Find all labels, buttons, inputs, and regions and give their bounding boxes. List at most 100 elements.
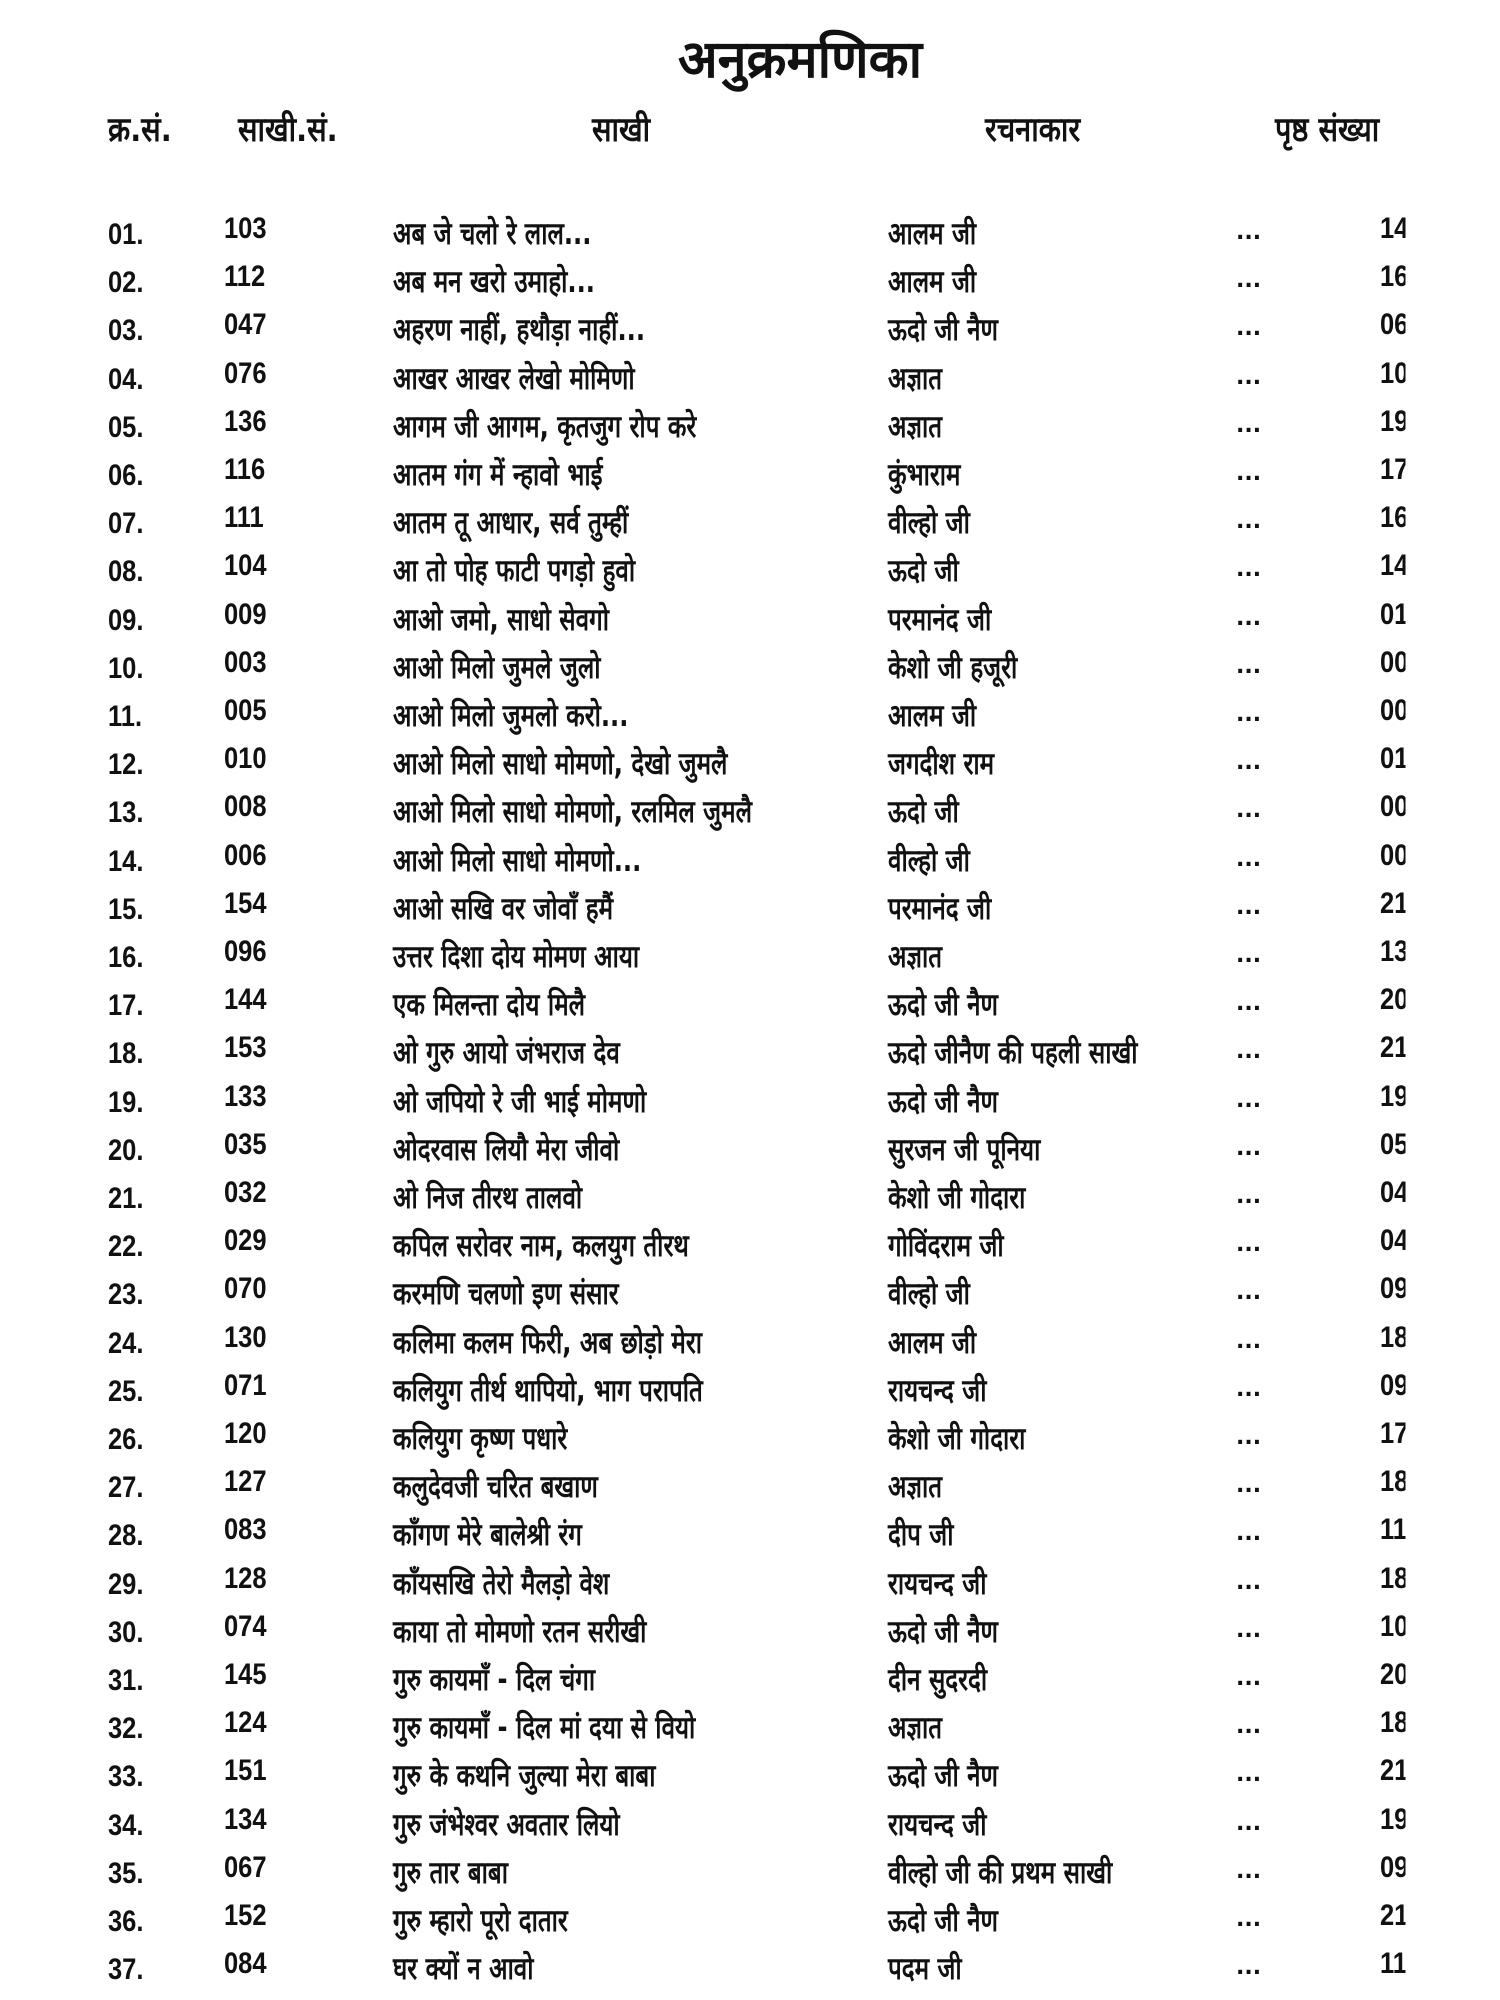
sakhi-number: 035: [224, 1127, 267, 1161]
table-row: 28. 083 काँगण मेरे बालेश्री रंग दीप जी... 11…: [0, 1513, 1500, 1561]
table-row: 07. 111 आतम तू आधार, सर्व तुम्हीं वील्हो जी…: [0, 501, 1500, 549]
table-row: 25. 071 कलियुग तीर्थ थापियो, भाग परापति राय…: [0, 1369, 1500, 1417]
table-row: 05. 136 आगम जी आगम, कृतजुग रोप करे अज्ञात..…: [0, 405, 1500, 453]
page-number: 101: [1380, 1609, 1406, 1643]
serial-number: 19.: [108, 1085, 144, 1119]
sakhi-title: कलियुग तीर्थ थापियो, भाग परापति: [393, 1372, 703, 1409]
sakhi-number: 076: [224, 356, 267, 390]
table-row: 24. 130 कलिमा कलम फिरी, अब छोड़ो मेरा आलम ज…: [0, 1321, 1500, 1369]
serial-number: 26.: [108, 1423, 144, 1456]
leader-dots: ...: [1236, 1955, 1262, 1981]
sakhi-title: आगम जी आगम, कृतजुग रोप करे: [393, 408, 697, 445]
leader-dots: ...: [1236, 1280, 1262, 1306]
sakhi-title: गुरु तार बाबा: [393, 1854, 508, 1891]
table-row: 06. 116 आतम गंग में न्हावो भाई कुंभाराम... 1…: [0, 453, 1500, 501]
author-name: ऊदो जी नैण: [888, 1758, 999, 1795]
sakhi-title: आओ मिलो साधो मोमणो, रलमिल जुमलै: [393, 794, 752, 831]
serial-number: 24.: [108, 1326, 144, 1360]
table-row: 03. 047 अहरण नाहीं, हथौड़ा नाहीं... ऊदो जी …: [0, 308, 1500, 356]
sakhi-title: आओ मिलो जुमलो करो...: [393, 698, 629, 734]
table-row: 30. 074 काया तो मोमणो रतन सरीखी ऊदो जी नैण.…: [0, 1610, 1500, 1658]
table-row: 16. 096 उत्तर दिशा दोय मोमण आया अज्ञात... 13…: [0, 935, 1500, 983]
sakhi-title: कलुदेवजी चरित बखाण: [393, 1469, 598, 1506]
sakhi-title: गुरु के कथनि जुल्या मेरा बाबा: [393, 1758, 656, 1795]
table-row: 31. 145 गुरु कायमाँ - दिल चंगा दीन सुदरदी..…: [0, 1658, 1500, 1706]
author-name: अज्ञात: [888, 1710, 943, 1747]
leader-dots: ...: [1236, 1184, 1262, 1209]
page-number: 176: [1380, 1417, 1406, 1450]
sakhi-title: ओ निज तीरथ तालवो: [393, 1180, 583, 1216]
leader-dots: ...: [1236, 1907, 1262, 1932]
sakhi-number: 032: [224, 1176, 267, 1209]
sakhi-number: 074: [224, 1609, 267, 1643]
author-name: रायचन्द जी: [888, 1806, 987, 1843]
leader-dots: ...: [1236, 1376, 1262, 1402]
page-number: 005: [1380, 645, 1406, 679]
table-row: 04. 076 आखर आखर लेखो मोमिणो अज्ञात... 104: [0, 357, 1500, 405]
serial-number: 35.: [108, 1856, 144, 1890]
author-name: रायचन्द जी: [888, 1565, 987, 1602]
serial-number: 23.: [108, 1278, 144, 1312]
table-row: 27. 127 कलुदेवजी चरित बखाण अज्ञात... 184: [0, 1465, 1500, 1513]
page-number: 184: [1380, 1465, 1406, 1499]
page-number: 061: [1380, 308, 1406, 342]
sakhi-title: काँयसखि तेरो मैलड़ो वेश: [393, 1565, 610, 1602]
author-name: जगदीश राम: [888, 746, 995, 783]
leader-dots: ...: [1236, 991, 1262, 1017]
serial-number: 07.: [108, 507, 144, 541]
header-sakhi-no: साखी.सं.: [238, 110, 338, 150]
serial-number: 25.: [108, 1374, 144, 1408]
serial-number: 14.: [108, 844, 144, 878]
sakhi-title: अहरण नाहीं, हथौड़ा नाहीं...: [393, 312, 646, 349]
page-number: 097: [1380, 1272, 1406, 1306]
table-row: 12. 010 आओ मिलो साधो मोमणो, देखो जुमलै जगदी…: [0, 742, 1500, 790]
author-name: ऊदो जी नैण: [888, 1903, 999, 1939]
leader-dots: ...: [1236, 1569, 1262, 1595]
table-row: 01. 103 अब जे चलो रे लाल... आलम जी... 145: [0, 212, 1500, 260]
table-row: 29. 128 काँयसखि तेरो मैलड़ो वेश रायचन्द जी.…: [0, 1562, 1500, 1610]
leader-dots: ...: [1236, 268, 1262, 294]
sakhi-number: 112: [224, 260, 266, 294]
serial-number: 15.: [108, 892, 144, 926]
leader-dots: ...: [1236, 1810, 1262, 1836]
table-row: 11. 005 आओ मिलो जुमलो करो... आलम जी... 007: [0, 694, 1500, 742]
page-number: 098: [1380, 1368, 1406, 1402]
leader-dots: ...: [1236, 364, 1262, 390]
table-row: 34. 134 गुरु जंभेश्वर अवतार लियो रायचन्द जी…: [0, 1803, 1500, 1851]
serial-number: 13.: [108, 796, 144, 830]
serial-number: 22.: [108, 1230, 144, 1264]
serial-number: 29.: [108, 1567, 144, 1601]
page-number: 193: [1380, 404, 1406, 438]
table-row: 18. 153 ओ गुरु आयो जंभराज देव ऊदो जीनैण की …: [0, 1031, 1500, 1079]
table-row: 17. 144 एक मिलन्ता दोय मिलै ऊदो जी नैण... 20…: [0, 983, 1500, 1031]
sakhi-number: 008: [224, 790, 267, 824]
serial-number: 32.: [108, 1712, 144, 1746]
sakhi-title: आखर आखर लेखो मोमिणो: [393, 360, 635, 397]
author-name: वील्हो जी: [888, 842, 970, 879]
sakhi-number: 103: [224, 212, 267, 245]
author-name: केशो जी गोदारा: [888, 1421, 1026, 1457]
sakhi-number: 096: [224, 935, 267, 968]
page-number: 043: [1380, 1224, 1406, 1258]
sakhi-title: अब मन खरो उमाहो...: [393, 264, 595, 301]
sakhi-title: गुरु जंभेश्वर अवतार लियो: [393, 1806, 620, 1843]
sakhi-title: कपिल सरोवर नाम, कलयुग तीरथ: [393, 1228, 689, 1265]
page-number: 187: [1380, 1320, 1406, 1354]
leader-dots: ...: [1236, 798, 1262, 824]
sakhi-number: 104: [224, 549, 267, 583]
table-row: 13. 008 आओ मिलो साधो मोमणो, रलमिल जुमलै ऊदो…: [0, 790, 1500, 838]
serial-number: 31.: [108, 1664, 144, 1697]
author-name: ऊदो जीनैण की पहली साखी: [888, 1035, 1138, 1072]
sakhi-number: 003: [224, 645, 267, 679]
serial-number: 16.: [108, 941, 144, 974]
author-name: आलम जी: [888, 698, 977, 734]
sakhi-title: उत्तर दिशा दोय मोमण आया: [393, 939, 640, 975]
author-name: वील्हो जी की प्रथम साखी: [888, 1854, 1113, 1891]
sakhi-number: 134: [224, 1802, 267, 1836]
leader-dots: ...: [1236, 1039, 1262, 1065]
leader-dots: ...: [1236, 653, 1262, 679]
serial-number: 09.: [108, 603, 144, 637]
author-name: परमानंद जी: [888, 601, 992, 638]
author-name: दीप जी: [888, 1517, 954, 1554]
sakhi-number: 047: [224, 308, 267, 342]
